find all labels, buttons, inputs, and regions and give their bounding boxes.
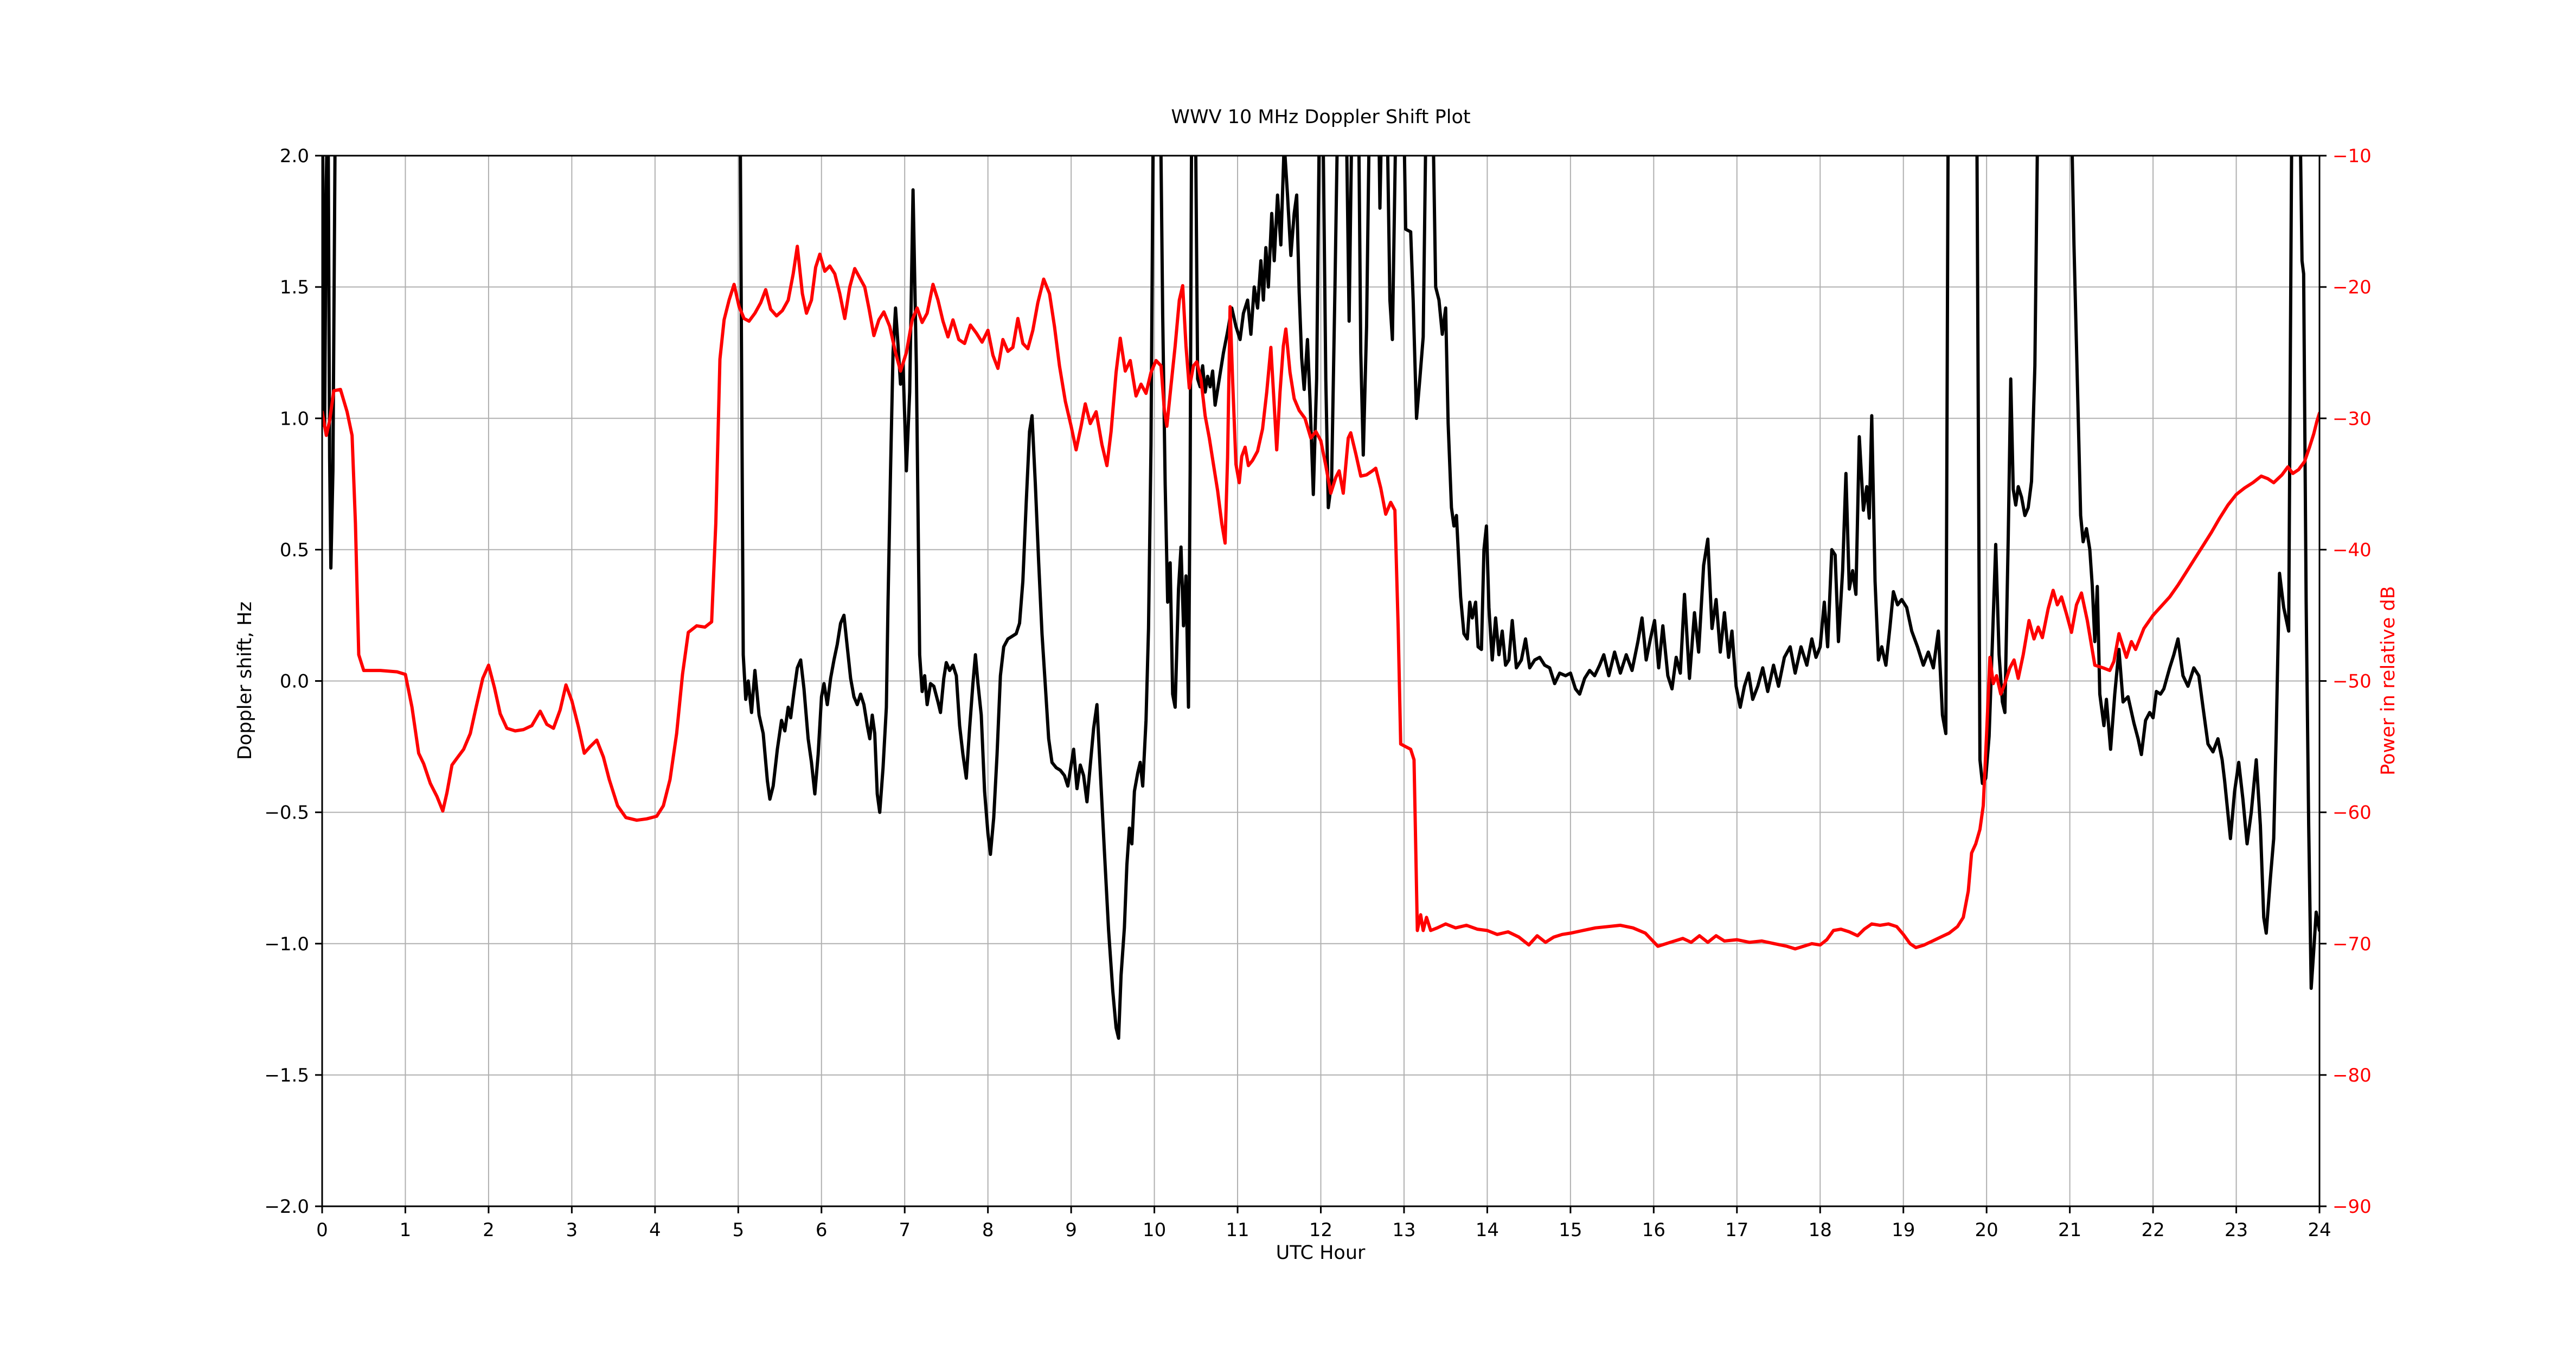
x-tick-label: 3 <box>566 1219 578 1241</box>
y-left-tick-label: −1.0 <box>264 933 309 955</box>
y-right-tick-label: −80 <box>2333 1065 2372 1086</box>
x-tick-label: 9 <box>1065 1219 1077 1241</box>
y-left-tick-label: 1.0 <box>280 408 309 430</box>
y-left-tick-label: −0.5 <box>264 802 309 824</box>
y-right-tick-label: −10 <box>2333 145 2372 167</box>
x-tick-label: 1 <box>400 1219 412 1241</box>
x-tick-label: 18 <box>1809 1219 1832 1241</box>
x-tick-label: 17 <box>1725 1219 1748 1241</box>
y-left-tick-label: 2.0 <box>280 145 309 167</box>
y-left-tick-label: 0.0 <box>280 671 309 693</box>
x-tick-label: 16 <box>1642 1219 1665 1241</box>
y-right-tick-label: −50 <box>2333 671 2372 693</box>
chart-title: WWV 10 MHz Doppler Shift Plot <box>1171 106 1471 128</box>
y-right-tick-label: −40 <box>2333 539 2372 561</box>
x-tick-label: 8 <box>982 1219 994 1241</box>
y-right-tick-label: −70 <box>2333 933 2372 955</box>
x-tick-label: 11 <box>1226 1219 1249 1241</box>
x-tick-label: 2 <box>483 1219 495 1241</box>
power-series-line <box>322 245 2319 951</box>
x-tick-label: 22 <box>2141 1219 2164 1241</box>
x-tick-label: 23 <box>2225 1219 2248 1241</box>
x-tick-label: 0 <box>316 1219 328 1241</box>
x-tick-label: 19 <box>1892 1219 1915 1241</box>
x-tick-label: 4 <box>649 1219 661 1241</box>
x-tick-label: 14 <box>1476 1219 1499 1241</box>
x-tick-label: 13 <box>1392 1219 1415 1241</box>
x-tick-label: 15 <box>1559 1219 1582 1241</box>
y-left-tick-label: 1.5 <box>280 277 309 298</box>
y-left-tick-label: −1.5 <box>264 1065 309 1086</box>
x-tick-label: 20 <box>1975 1219 1998 1241</box>
x-tick-label: 6 <box>816 1219 828 1241</box>
x-tick-label: 12 <box>1309 1219 1332 1241</box>
x-tick-label: 7 <box>899 1219 911 1241</box>
y-left-tick-label: 0.5 <box>280 539 309 561</box>
y-right-tick-label: −30 <box>2333 408 2372 430</box>
y-right-tick-label: −90 <box>2333 1196 2372 1218</box>
x-tick-label: 5 <box>732 1219 744 1241</box>
y-left-tick-label: −2.0 <box>264 1196 309 1218</box>
doppler-series-line <box>322 156 2319 1040</box>
x-tick-label: 24 <box>2308 1219 2331 1241</box>
x-tick-label: 10 <box>1143 1219 1166 1241</box>
y-right-tick-label: −60 <box>2333 802 2372 824</box>
y-right-tick-label: −20 <box>2333 277 2372 298</box>
x-axis-label: UTC Hour <box>1276 1242 1366 1264</box>
x-tick-label: 21 <box>2058 1219 2081 1241</box>
